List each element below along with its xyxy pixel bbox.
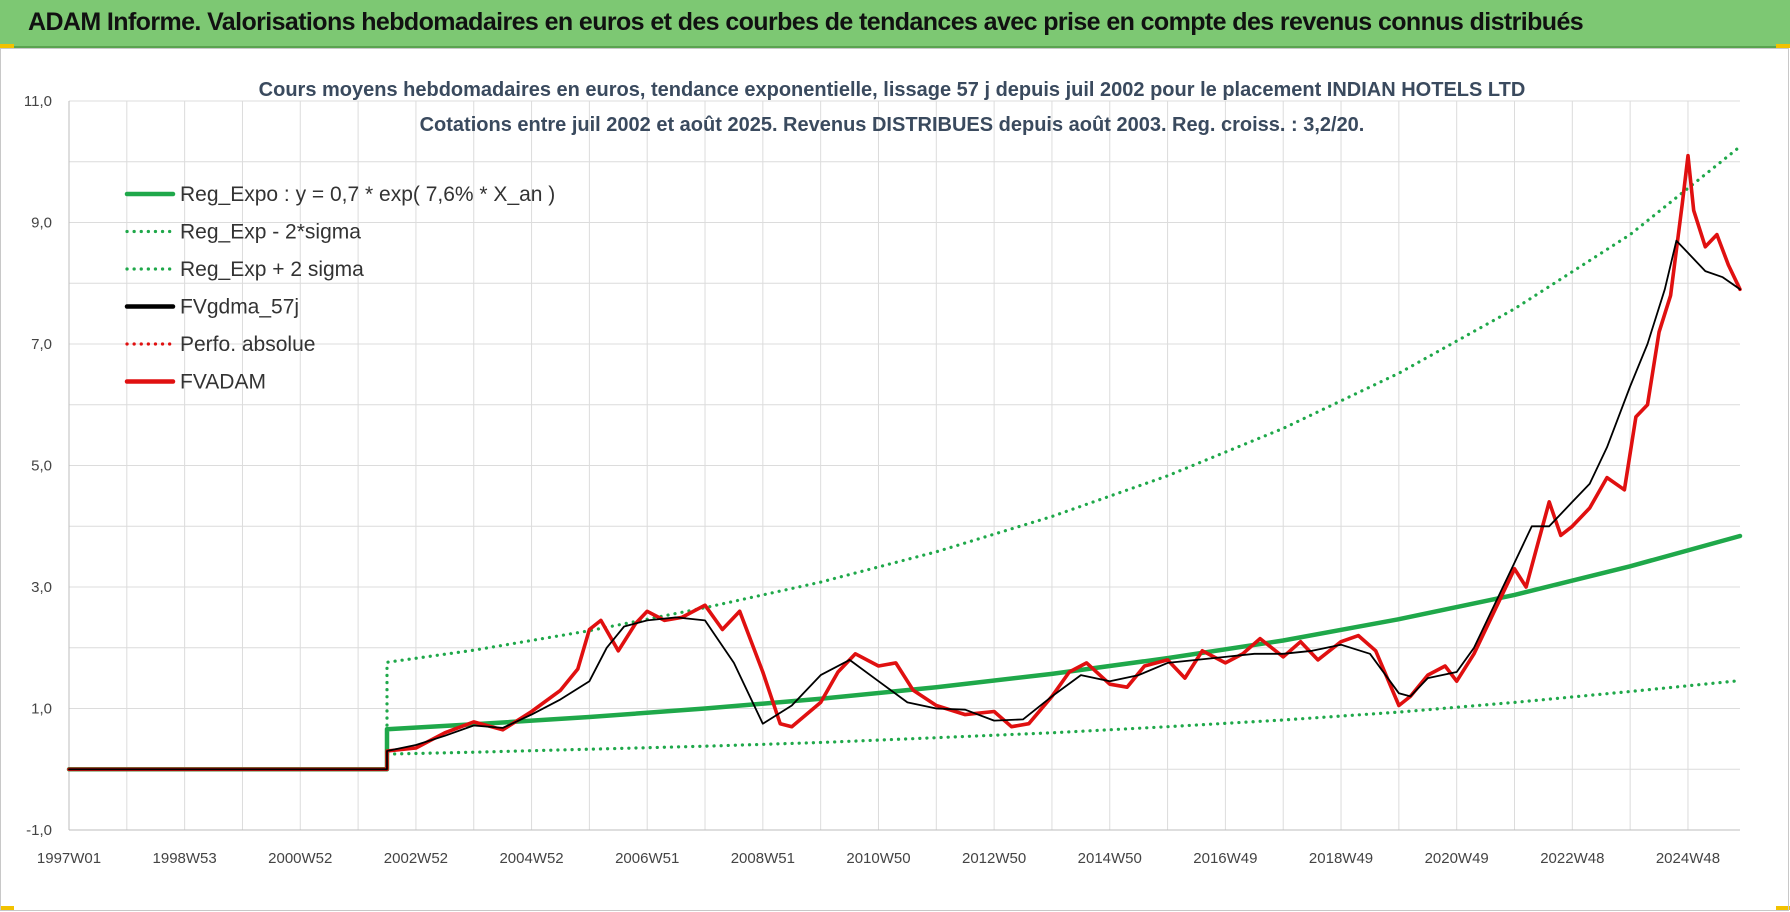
- legend-label: FVADAM: [180, 371, 266, 394]
- y-tick-label: 7,0: [31, 336, 52, 353]
- x-tick-label: 2018W49: [1309, 850, 1373, 867]
- x-tick-label: 2010W50: [846, 850, 910, 867]
- legend-label: Reg_Exp - 2*sigma: [180, 221, 361, 244]
- x-tick-label: 2008W51: [731, 850, 795, 867]
- legend-label: Reg_Expo : y = 0,7 * exp( 7,6% * X_an ): [180, 183, 555, 206]
- x-tick-label: 2004W52: [499, 850, 563, 867]
- x-tick-label: 2022W48: [1540, 850, 1604, 867]
- y-tick-label: 9,0: [31, 215, 52, 232]
- chart-frame: [0, 48, 1789, 911]
- chart-subtitle: Cotations entre juil 2002 et août 2025. …: [420, 114, 1365, 136]
- series-line: [68, 239, 1741, 771]
- x-tick-label: 2014W50: [1078, 850, 1142, 867]
- x-tick-label: 2024W48: [1656, 850, 1720, 867]
- x-tick-label: 2002W52: [384, 850, 448, 867]
- x-tick-label: 2020W49: [1425, 850, 1489, 867]
- grid: [68, 100, 1740, 831]
- axes: -1,0 1,0 3,0 5,0 7,0 9,0 11,0 1997W01 1998W53 200…: [24, 93, 1740, 867]
- corner-mark: [1776, 906, 1790, 910]
- corner-mark: [1776, 44, 1790, 48]
- corner-mark: [0, 906, 14, 910]
- x-tick-label: 1997W01: [37, 850, 101, 867]
- series-line: [67, 153, 1742, 772]
- series-line: [67, 145, 1742, 771]
- y-tick-label: 11,0: [24, 93, 52, 110]
- corner-mark: [0, 44, 14, 48]
- y-tick-label: 5,0: [31, 458, 52, 475]
- chart-title: Cours moyens hebdomadaires en euros, ten…: [259, 79, 1526, 101]
- y-tick-label: -1,0: [26, 822, 52, 839]
- report-banner: ADAM Informe. Valorisations hebdomadaire…: [0, 0, 1790, 48]
- x-tick-label: 2016W49: [1193, 850, 1257, 867]
- x-tick-label: 1998W53: [153, 850, 217, 867]
- banner-title: ADAM Informe. Valorisations hebdomadaire…: [28, 8, 1584, 36]
- y-tick-label: 3,0: [31, 579, 52, 596]
- series-line: [67, 678, 1742, 771]
- legend-label: Reg_Exp + 2 sigma: [180, 258, 364, 281]
- series-lines: [66, 145, 1743, 772]
- legend: Reg_Expo : y = 0,7 * exp( 7,6% * X_an ) R…: [124, 183, 555, 394]
- x-tick-label: 2012W50: [962, 850, 1026, 867]
- y-tick-label: 1,0: [31, 701, 52, 718]
- x-tick-label: 2000W52: [268, 850, 332, 867]
- legend-label: Perfo. absolue: [180, 333, 315, 356]
- series-line: [66, 533, 1743, 772]
- legend-label: FVgdma_57j: [180, 296, 299, 319]
- x-tick-label: 2006W51: [615, 850, 679, 867]
